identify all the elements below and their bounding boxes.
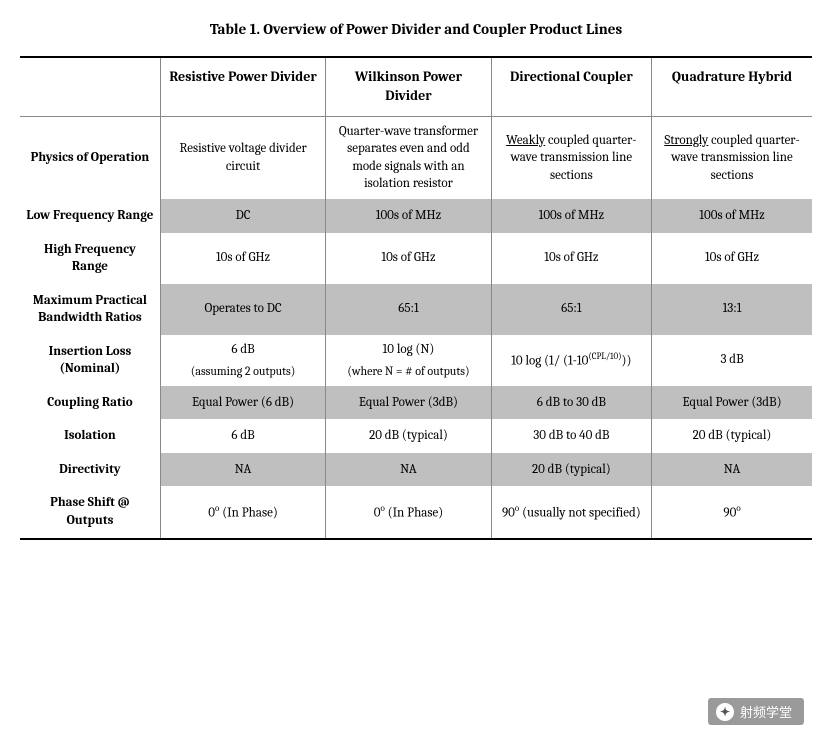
cell: Operates to DC — [160, 284, 325, 335]
wechat-icon: ✦ — [716, 703, 734, 721]
table-row: Coupling RatioEqual Power (6 dB)Equal Po… — [20, 386, 812, 420]
row-label: Coupling Ratio — [20, 386, 160, 420]
cell: 90o — [652, 486, 812, 538]
cell: 10s of GHz — [160, 233, 325, 284]
watermark-text: 射频学堂 — [740, 702, 792, 721]
cell: 10 log (1/ (1-10(CPL/10))) — [491, 335, 651, 386]
row-label: Insertion Loss (Nominal) — [20, 335, 160, 386]
table-row: Isolation6 dB20 dB (typical)30 dB to 40 … — [20, 419, 812, 453]
cell: 20 dB (typical) — [652, 419, 812, 453]
cell: 30 dB to 40 dB — [491, 419, 651, 453]
table-title: Table 1. Overview of Power Divider and C… — [20, 20, 812, 38]
table-row: DirectivityNANA20 dB (typical)NA — [20, 453, 812, 487]
product-table: Resistive Power Divider Wilkinson Power … — [20, 56, 812, 540]
row-label: High Frequency Range — [20, 233, 160, 284]
row-label: Isolation — [20, 419, 160, 453]
cell: 6 dB(assuming 2 outputs) — [160, 335, 325, 386]
row-label: Directivity — [20, 453, 160, 487]
col-resistive: Resistive Power Divider — [160, 57, 325, 116]
table-row: Phase Shift @ Outputs0o (In Phase)0o (In… — [20, 486, 812, 538]
table-row: Low Frequency RangeDC100s of MHz100s of … — [20, 199, 812, 233]
cell: 20 dB (typical) — [326, 419, 491, 453]
cell: 3 dB — [652, 335, 812, 386]
cell: 13:1 — [652, 284, 812, 335]
cell: 10s of GHz — [491, 233, 651, 284]
table-row: Maximum Practical Bandwidth RatiosOperat… — [20, 284, 812, 335]
table-row: Physics of OperationResistive voltage di… — [20, 116, 812, 199]
cell: 10s of GHz — [326, 233, 491, 284]
cell: Equal Power (3dB) — [326, 386, 491, 420]
cell: Equal Power (6 dB) — [160, 386, 325, 420]
cell: 10s of GHz — [652, 233, 812, 284]
cell: 6 dB — [160, 419, 325, 453]
col-blank — [20, 57, 160, 116]
cell: DC — [160, 199, 325, 233]
cell: 65:1 — [491, 284, 651, 335]
row-label: Physics of Operation — [20, 116, 160, 199]
cell: 10 log (N)(where N = # of outputs) — [326, 335, 491, 386]
col-directional: Directional Coupler — [491, 57, 651, 116]
cell: Strongly coupled quarter-wave transmissi… — [652, 116, 812, 199]
row-label: Phase Shift @ Outputs — [20, 486, 160, 538]
cell: 100s of MHz — [491, 199, 651, 233]
col-wilkinson: Wilkinson Power Divider — [326, 57, 491, 116]
cell: Equal Power (3dB) — [652, 386, 812, 420]
cell: 6 dB to 30 dB — [491, 386, 651, 420]
cell: Quarter-wave transformer separates even … — [326, 116, 491, 199]
cell: NA — [160, 453, 325, 487]
col-quadrature: Quadrature Hybrid — [652, 57, 812, 116]
table-row: High Frequency Range10s of GHz10s of GHz… — [20, 233, 812, 284]
table-body: Physics of OperationResistive voltage di… — [20, 116, 812, 538]
cell: Resistive voltage divider circuit — [160, 116, 325, 199]
cell: NA — [326, 453, 491, 487]
cell: Weakly coupled quarter-wave transmission… — [491, 116, 651, 199]
watermark: ✦ 射频学堂 — [708, 698, 804, 725]
cell: 65:1 — [326, 284, 491, 335]
cell: 90o (usually not specified) — [491, 486, 651, 538]
cell: NA — [652, 453, 812, 487]
cell: 100s of MHz — [326, 199, 491, 233]
cell: 0o (In Phase) — [326, 486, 491, 538]
cell: 100s of MHz — [652, 199, 812, 233]
row-label: Maximum Practical Bandwidth Ratios — [20, 284, 160, 335]
row-label: Low Frequency Range — [20, 199, 160, 233]
cell: 20 dB (typical) — [491, 453, 651, 487]
cell: 0o (In Phase) — [160, 486, 325, 538]
table-row: Insertion Loss (Nominal)6 dB(assuming 2 … — [20, 335, 812, 386]
table-header: Resistive Power Divider Wilkinson Power … — [20, 57, 812, 116]
